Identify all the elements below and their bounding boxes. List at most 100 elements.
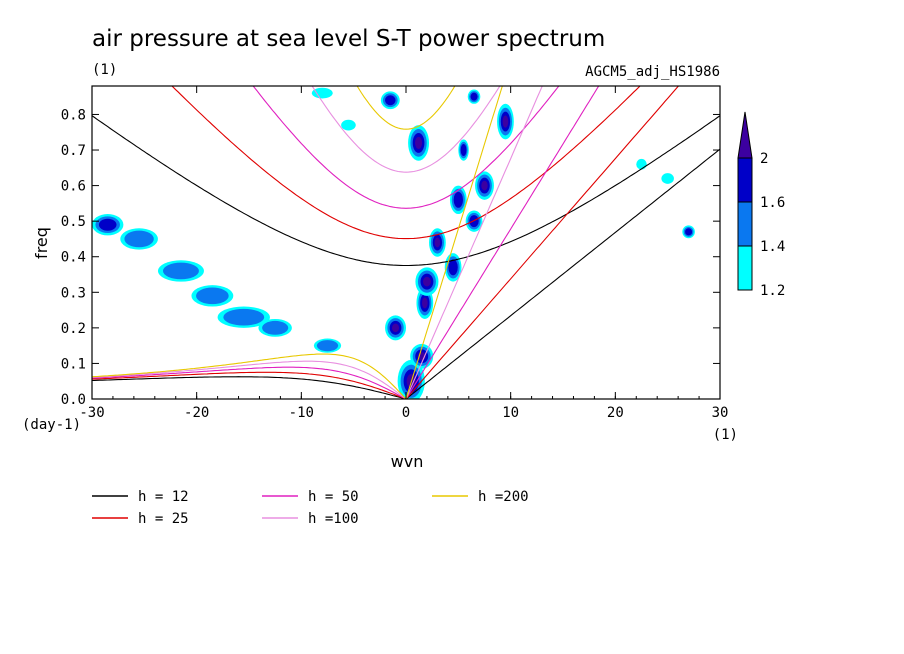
- dispersion-curves: [92, 86, 720, 399]
- contour-blob: [380, 91, 400, 110]
- chart-subtitle: AGCM5_adj_HS1986: [585, 64, 720, 80]
- contour-level-fill: [434, 237, 441, 248]
- legend: h = 12 h = 25 h = 50 h =100 h =200: [92, 489, 529, 527]
- contour-level-fill: [502, 115, 509, 128]
- dispersion-curve-200: [405, 86, 503, 399]
- contour-blob: [311, 87, 333, 99]
- contour-blob: [682, 225, 695, 239]
- contour-level-fill: [415, 136, 423, 149]
- contour-level-fill: [262, 320, 289, 335]
- y-axis-units: (day-1): [22, 417, 81, 433]
- contour-level-fill: [470, 92, 478, 101]
- axis-ticks: -30 -20 -10 0 10 20 30 0.0 0.1 0.2 0.3 0.4 0.5 0.6 0.7…: [61, 86, 729, 421]
- dispersion-curve-100: [92, 360, 407, 399]
- contour-level-fill: [661, 173, 674, 184]
- plot-frame: [91, 85, 721, 400]
- contour-blob: [475, 171, 494, 200]
- contour-level-fill: [311, 87, 333, 99]
- dispersion-curve-50: [92, 366, 407, 399]
- contour-level-fill: [453, 191, 464, 208]
- contour-level-fill: [423, 276, 431, 287]
- contour-blob: [217, 306, 270, 328]
- contour-level-fill: [460, 144, 467, 156]
- contour-level-fill: [385, 95, 396, 106]
- y-axis-label: freq: [32, 227, 51, 259]
- contour-level-fill: [391, 323, 400, 333]
- dispersion-curve-25: [171, 86, 641, 240]
- y-tick-label: 0.3: [61, 285, 86, 301]
- x-tick-label: -10: [289, 405, 314, 421]
- x-axis-label: wvn: [391, 452, 424, 471]
- contour-blob: [467, 89, 481, 104]
- contour-level-fill: [421, 297, 428, 309]
- x-tick-label: 20: [607, 405, 624, 421]
- colorbar-label: 1.2: [760, 283, 785, 299]
- x-tick-label: -30: [79, 405, 104, 421]
- colorbar-segment: [737, 245, 753, 291]
- y-tick-label: 0.5: [61, 214, 86, 230]
- x-tick-label: 0: [402, 405, 410, 421]
- contour-blob: [258, 318, 292, 337]
- contour-blob: [157, 260, 204, 282]
- contour-level-fill: [223, 308, 265, 326]
- y-tick-label: 0.1: [61, 356, 86, 372]
- dispersion-curve-12: [92, 376, 407, 399]
- contour-blob: [497, 103, 514, 140]
- dispersion-curve-12: [92, 115, 720, 267]
- dispersion-curve-25: [92, 371, 407, 399]
- contour-level-fill: [98, 218, 117, 231]
- contour-blob: [313, 338, 342, 353]
- contour-level-fill: [448, 259, 458, 276]
- colorbar-label: 1.4: [760, 239, 785, 255]
- contour-blob: [341, 119, 356, 131]
- contour-level-fill: [196, 287, 229, 305]
- chart-title: air pressure at sea level S-T power spec…: [92, 26, 605, 52]
- contour-blob: [458, 139, 469, 161]
- x-tick-label: 30: [712, 405, 729, 421]
- y-tick-label: 0.2: [61, 321, 86, 337]
- x-tick-label: -20: [184, 405, 209, 421]
- colorbar: 2 1.6 1.4 1.2: [737, 111, 785, 299]
- y-tick-label: 0.6: [61, 179, 86, 195]
- contour-blob: [661, 173, 674, 184]
- contour-blob: [120, 228, 158, 250]
- contour-blob: [416, 286, 434, 319]
- contour-blob: [191, 285, 234, 307]
- dispersion-curve-200: [92, 353, 407, 399]
- contour-blob: [415, 267, 439, 296]
- legend-label: h = 50: [308, 489, 359, 505]
- contour-blob: [385, 315, 406, 341]
- contour-level-fill: [481, 180, 488, 191]
- dispersion-curve-100: [405, 86, 543, 399]
- contour-blob: [408, 125, 430, 161]
- contour-level-fill: [316, 340, 339, 352]
- contour-level-fill: [636, 158, 647, 170]
- contour-blob: [636, 158, 647, 170]
- legend-label: h =200: [478, 489, 529, 505]
- x-axis-units: (1): [713, 427, 738, 443]
- contour-blob: [92, 214, 124, 236]
- dispersion-curve-12: [405, 148, 720, 399]
- legend-label: h = 12: [138, 489, 189, 505]
- y-tick-label: 0.4: [61, 250, 86, 266]
- colorbar-top-triangle: [737, 111, 753, 159]
- contour-level-fill: [685, 228, 693, 236]
- colorbar-segment: [737, 157, 753, 203]
- contour-level-fill: [341, 119, 356, 131]
- dispersion-curve-100: [311, 86, 501, 173]
- dispersion-curve-50: [405, 86, 600, 399]
- y-tick-label: 0.7: [61, 143, 86, 159]
- contour-level-fill: [124, 230, 154, 248]
- dispersion-curve-25: [405, 86, 680, 399]
- x-tick-label: 10: [502, 405, 519, 421]
- y-tick-label: 0.8: [61, 107, 86, 123]
- contour-fill-layer: [92, 87, 695, 399]
- dispersion-curve-50: [252, 86, 560, 209]
- y-tick-label: 0.0: [61, 392, 86, 408]
- colorbar-label: 1.6: [760, 195, 785, 211]
- dispersion-curve-200: [356, 86, 456, 130]
- title-units: (1): [92, 62, 117, 78]
- legend-label: h =100: [308, 511, 359, 527]
- legend-label: h = 25: [138, 511, 189, 527]
